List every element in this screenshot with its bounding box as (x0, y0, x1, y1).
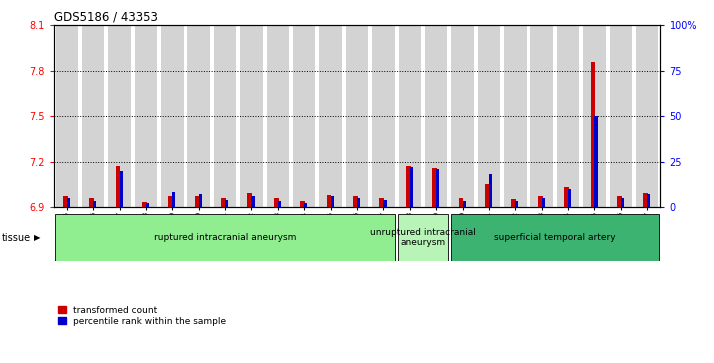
Bar (451, 214, 659, 261)
Bar (195, 196, 199, 207)
Bar (406, 166, 411, 207)
Bar (564, 187, 569, 207)
Bar (557, 25, 579, 207)
Bar (451, 25, 474, 207)
Bar (327, 195, 331, 207)
Bar (542, 198, 545, 207)
Bar (621, 198, 624, 207)
Bar (248, 193, 252, 207)
Bar (225, 200, 228, 207)
Bar (142, 203, 146, 207)
Bar (116, 166, 120, 207)
Bar (240, 25, 263, 207)
Bar (56, 25, 78, 207)
Bar (93, 201, 96, 207)
Text: GDS5186 / 43353: GDS5186 / 43353 (54, 11, 157, 24)
Bar (89, 198, 94, 207)
Bar (214, 25, 236, 207)
Bar (568, 189, 571, 207)
Legend: transformed count, percentile rank within the sample: transformed count, percentile rank withi… (58, 306, 226, 326)
Bar (109, 25, 131, 207)
Bar (463, 201, 466, 207)
Bar (172, 192, 176, 207)
Bar (489, 174, 492, 207)
Bar (353, 196, 358, 207)
Bar (590, 62, 595, 207)
Bar (436, 169, 439, 207)
Bar (266, 25, 289, 207)
Text: tissue: tissue (1, 233, 31, 243)
Bar (278, 201, 281, 207)
Bar (331, 196, 333, 207)
Text: superficial temporal artery: superficial temporal artery (494, 233, 615, 242)
Bar (301, 201, 305, 207)
Bar (610, 25, 632, 207)
Bar (372, 25, 395, 207)
Bar (161, 25, 183, 207)
Text: ruptured intracranial aneurysm: ruptured intracranial aneurysm (154, 233, 296, 242)
Bar (636, 25, 658, 207)
Bar (511, 199, 516, 207)
Bar (410, 167, 413, 207)
Bar (274, 198, 278, 207)
Bar (82, 25, 104, 207)
Bar (398, 25, 421, 207)
Bar (516, 201, 518, 207)
Bar (293, 25, 316, 207)
Bar (425, 25, 448, 207)
Bar (251, 196, 255, 207)
Bar (221, 198, 226, 207)
Bar (458, 198, 463, 207)
Bar (617, 196, 622, 207)
Bar (357, 198, 360, 207)
Bar (398, 214, 448, 261)
Bar (648, 194, 650, 207)
Bar (188, 25, 210, 207)
Text: unruptured intracranial
aneurysm: unruptured intracranial aneurysm (370, 228, 476, 248)
Bar (643, 193, 648, 207)
Bar (504, 25, 526, 207)
Bar (478, 25, 500, 207)
Bar (146, 203, 149, 207)
Bar (346, 25, 368, 207)
Bar (583, 25, 605, 207)
Bar (319, 25, 342, 207)
Bar (538, 196, 543, 207)
Bar (531, 25, 553, 207)
Bar (432, 168, 437, 207)
Bar (55, 214, 396, 261)
Bar (119, 171, 123, 207)
Bar (379, 198, 384, 207)
Bar (63, 196, 68, 207)
Bar (304, 203, 308, 207)
Bar (198, 194, 202, 207)
Bar (169, 196, 173, 207)
Bar (595, 116, 598, 207)
Bar (66, 198, 70, 207)
Bar (383, 200, 386, 207)
Bar (135, 25, 157, 207)
Text: ▶: ▶ (34, 233, 41, 242)
Bar (485, 184, 490, 207)
